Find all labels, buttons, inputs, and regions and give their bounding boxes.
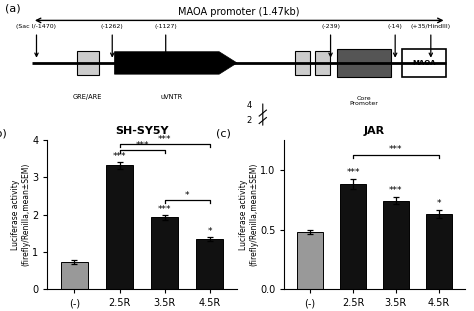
Bar xyxy=(295,51,310,75)
Bar xyxy=(340,184,366,289)
Text: ***: *** xyxy=(158,135,172,144)
Text: MAOA promoter (1.47kb): MAOA promoter (1.47kb) xyxy=(179,7,300,17)
Text: (b): (b) xyxy=(0,128,6,138)
Text: (-1127): (-1127) xyxy=(155,24,177,29)
Bar xyxy=(297,232,323,289)
Text: ***: *** xyxy=(389,145,402,154)
Bar xyxy=(337,49,391,77)
Bar xyxy=(151,217,178,289)
Text: 4: 4 xyxy=(247,101,252,110)
Bar xyxy=(77,51,99,75)
Bar xyxy=(426,214,452,289)
Text: ***: *** xyxy=(158,205,172,214)
Polygon shape xyxy=(114,52,237,74)
Y-axis label: Luciferase activity
(firefly/Renilla,mean±SEM): Luciferase activity (firefly/Renilla,mea… xyxy=(239,163,259,266)
Text: (-14): (-14) xyxy=(388,24,402,29)
Bar xyxy=(402,49,447,77)
Text: ***: *** xyxy=(113,152,127,161)
Text: (a): (a) xyxy=(5,4,21,14)
Bar xyxy=(61,262,88,289)
Text: ***: *** xyxy=(389,186,402,195)
Title: JAR: JAR xyxy=(364,126,385,137)
Y-axis label: Luciferase activity
(firefly/Renilla,mean±SEM): Luciferase activity (firefly/Renilla,mea… xyxy=(11,163,31,266)
Bar xyxy=(383,201,409,289)
Text: (Sac I/-1470): (Sac I/-1470) xyxy=(17,24,56,29)
Title: SH-SY5Y: SH-SY5Y xyxy=(116,126,169,137)
Text: GRE/ARE: GRE/ARE xyxy=(73,94,102,100)
Text: (+35/HindIII): (+35/HindIII) xyxy=(411,24,451,29)
Text: *: * xyxy=(185,191,190,200)
Text: MAOA: MAOA xyxy=(412,60,436,66)
Bar xyxy=(106,165,133,289)
Text: (-239): (-239) xyxy=(321,24,340,29)
Text: (c): (c) xyxy=(216,128,231,138)
Text: (-1262): (-1262) xyxy=(101,24,124,29)
Text: 2: 2 xyxy=(247,116,252,125)
Text: ***: *** xyxy=(136,141,149,150)
Bar xyxy=(196,239,223,289)
Text: ***: *** xyxy=(346,168,360,177)
Text: uVNTR: uVNTR xyxy=(160,94,182,100)
Text: *: * xyxy=(437,199,441,208)
Bar xyxy=(315,51,330,75)
Text: Core
Promoter: Core Promoter xyxy=(349,96,378,106)
Text: *: * xyxy=(208,227,212,236)
